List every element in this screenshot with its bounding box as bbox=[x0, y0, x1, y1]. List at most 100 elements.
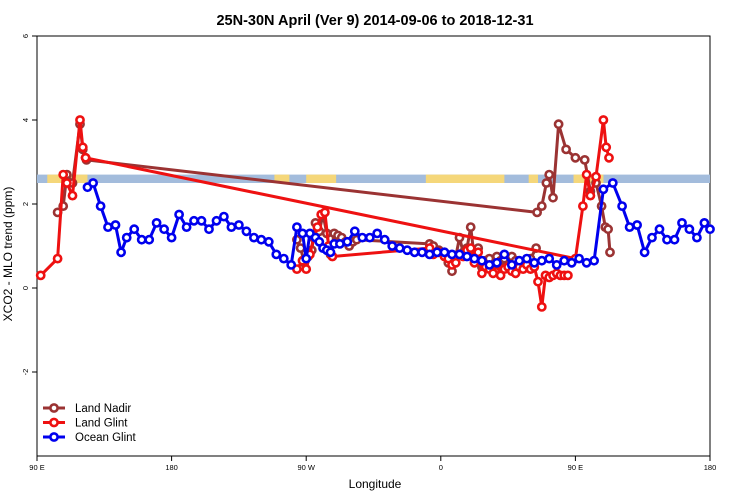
ocean-glint-point bbox=[218, 211, 229, 222]
ocean-glint-point bbox=[342, 236, 353, 247]
ocean-glint-point bbox=[617, 201, 627, 211]
ocean-glint-point bbox=[144, 234, 155, 245]
legend-marker-ocean-glint bbox=[49, 432, 59, 442]
ocean-glint-point bbox=[581, 257, 592, 268]
ocean-glint-point bbox=[639, 247, 650, 258]
land-nadir-point bbox=[544, 169, 555, 180]
land-glint-point bbox=[604, 152, 614, 163]
ocean-glint-point bbox=[476, 255, 487, 266]
ocean-glint-point bbox=[647, 232, 657, 243]
ocean-glint-point bbox=[499, 249, 510, 260]
ocean-glint-point bbox=[484, 259, 495, 270]
ocean-glint-point bbox=[521, 253, 532, 264]
ocean-glint-point bbox=[116, 247, 126, 258]
ocean-glint-point bbox=[95, 201, 106, 211]
land-glint-point bbox=[585, 190, 596, 201]
land-nadir-point bbox=[605, 247, 615, 258]
land-glint-point bbox=[591, 171, 601, 182]
y-tick-label: 2 bbox=[21, 202, 30, 206]
ocean-glint-point bbox=[379, 234, 390, 245]
land-nadir-point bbox=[561, 144, 571, 155]
land-glint-point bbox=[536, 301, 547, 312]
land-glint-point bbox=[35, 270, 46, 281]
ocean-glint-point bbox=[233, 220, 244, 230]
land-glint-point bbox=[450, 257, 461, 268]
ocean-glint-point bbox=[159, 224, 169, 235]
x-tick-label: 0 bbox=[439, 463, 443, 472]
strip-land-segment bbox=[425, 174, 505, 183]
legend-label-land-glint: Land Glint bbox=[75, 418, 128, 430]
y-tick-label: 6 bbox=[21, 34, 30, 38]
ocean-glint-point bbox=[699, 217, 710, 228]
ocean-glint-point bbox=[491, 257, 502, 268]
ocean-glint-point bbox=[211, 215, 222, 226]
land-nadir-point bbox=[536, 201, 547, 211]
ocean-glint-point bbox=[271, 249, 282, 260]
ocean-glint-point bbox=[559, 255, 570, 266]
ocean-glint-point bbox=[424, 249, 435, 260]
ocean-glint-point bbox=[529, 257, 540, 268]
land-nadir-point bbox=[532, 207, 542, 218]
y-tick-label: 0 bbox=[21, 286, 30, 290]
ocean-glint-point bbox=[166, 232, 177, 243]
ocean-glint-point bbox=[387, 241, 398, 251]
strip-land-segment bbox=[306, 174, 337, 183]
land-glint-point bbox=[598, 115, 609, 125]
ocean-glint-point bbox=[357, 232, 368, 243]
ocean-glint-point bbox=[286, 259, 297, 270]
land-glint-point bbox=[312, 222, 323, 232]
ocean-glint-point bbox=[241, 226, 252, 237]
ocean-glint-point bbox=[469, 253, 480, 264]
land-glint-point bbox=[67, 190, 78, 201]
ocean-glint-point bbox=[551, 259, 562, 270]
ocean-glint-point bbox=[291, 222, 302, 232]
chart-title: 25N-30N April (Ver 9) 2014-09-06 to 2018… bbox=[216, 13, 533, 29]
land-glint-point bbox=[301, 264, 312, 274]
ocean-glint-point bbox=[349, 226, 360, 237]
ocean-glint-point bbox=[204, 224, 214, 235]
ocean-glint-point bbox=[624, 222, 635, 232]
ocean-glint-point bbox=[632, 220, 642, 230]
land-glint-point bbox=[52, 253, 63, 264]
ocean-glint-point bbox=[439, 247, 450, 258]
x-tick-label: 90 W bbox=[297, 463, 315, 472]
ocean-glint-point bbox=[417, 247, 427, 258]
land-glint-point bbox=[75, 115, 85, 125]
ocean-glint-point bbox=[662, 234, 672, 245]
x-tick-label: 180 bbox=[165, 463, 178, 472]
axis-layer: 90 E 180 90 W 0 90 E 180 -2 0 2 4 6 bbox=[21, 34, 716, 472]
ocean-glint-point bbox=[589, 255, 599, 266]
ocean-glint-point bbox=[454, 249, 465, 260]
ocean-glint-point bbox=[544, 253, 555, 264]
x-tick-label: 180 bbox=[704, 463, 717, 472]
ocean-glint-point bbox=[151, 217, 162, 228]
ocean-glint-point bbox=[110, 220, 121, 230]
land-nadir-point bbox=[603, 224, 613, 235]
ocean-glint-point bbox=[88, 178, 98, 188]
ocean-glint-point bbox=[705, 224, 715, 235]
land-glint-point bbox=[58, 169, 69, 180]
ocean-glint-point bbox=[684, 224, 695, 235]
land-glint-point bbox=[578, 201, 588, 211]
ocean-glint-point bbox=[226, 222, 237, 232]
ocean-glint-point bbox=[136, 234, 147, 245]
land-nadir-point bbox=[553, 119, 564, 130]
land-glint-point bbox=[533, 276, 543, 287]
y-axis-title: XCO2 - MLO trend (ppm) bbox=[1, 187, 15, 322]
x-tick-label: 90 E bbox=[568, 463, 583, 472]
land-glint-point bbox=[563, 270, 573, 281]
ocean-glint-point bbox=[607, 178, 618, 188]
plot-frame bbox=[36, 35, 711, 457]
legend-marker-land-nadir bbox=[49, 403, 59, 413]
land-glint-point bbox=[62, 178, 72, 188]
ocean-glint-point bbox=[196, 215, 207, 226]
ocean-glint-point bbox=[669, 234, 680, 245]
land-glint-point bbox=[319, 207, 330, 218]
ocean-glint-point bbox=[278, 253, 289, 264]
ocean-glint-point bbox=[174, 209, 184, 220]
ocean-glint-point bbox=[372, 228, 383, 239]
ocean-glint-point bbox=[598, 184, 609, 195]
ocean-glint-point bbox=[103, 222, 113, 232]
land-nadir-point bbox=[465, 222, 476, 232]
ocean-glint-point bbox=[394, 243, 405, 253]
